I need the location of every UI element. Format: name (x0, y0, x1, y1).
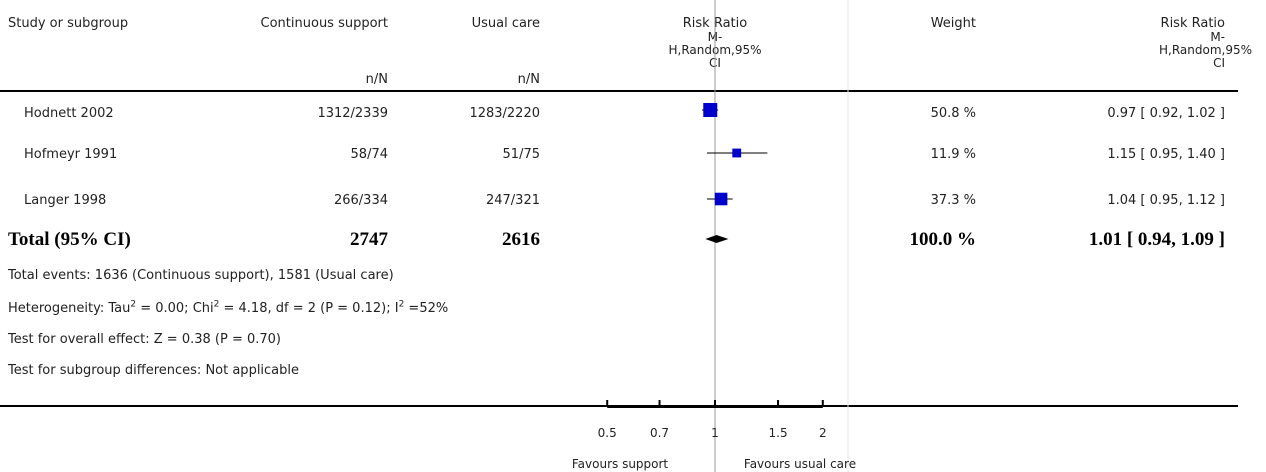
effect-marker (732, 148, 742, 158)
heterogeneity-note: Heterogeneity: Tau2 = 0.00; Chi2 = 4.18,… (8, 299, 449, 316)
study-name: Hofmeyr 1991 (24, 147, 118, 162)
x-tick-label: 2 (819, 426, 827, 440)
subgroup-note: Test for subgroup differences: Not appli… (8, 363, 300, 378)
total-label: Total (95% CI) (8, 229, 131, 250)
header-rr2-line3: H,Random,95% (1158, 43, 1252, 57)
study-n2: 51/75 (502, 147, 540, 162)
study-ci: 0.97 [ 0.92, 1.02 ] (1107, 106, 1225, 121)
header-rr2-line2: M- (1210, 30, 1225, 44)
header-nN2: n/N (517, 72, 540, 87)
total-diamond (705, 235, 729, 243)
effect-marker (703, 103, 718, 117)
x-tick-label: 0.7 (650, 426, 669, 440)
x-tick-label: 1.5 (769, 426, 788, 440)
study-ci: 1.04 [ 0.95, 1.12 ] (1107, 193, 1225, 208)
header-group1: Continuous support (260, 16, 388, 31)
study-ci: 1.15 [ 0.95, 1.40 ] (1107, 147, 1225, 162)
favours-right-label: Favours usual care (743, 457, 857, 471)
study-name: Langer 1998 (24, 193, 107, 208)
header-group2: Usual care (471, 16, 540, 31)
study-n1: 266/334 (333, 193, 388, 208)
overall-effect-note: Test for overall effect: Z = 0.38 (P = 0… (8, 332, 281, 347)
header-rr2-line4: CI (1213, 56, 1225, 70)
study-n2: 247/321 (485, 193, 540, 208)
effect-marker (714, 192, 728, 206)
study-n2: 1283/2220 (469, 106, 540, 121)
header-study: Study or subgroup (8, 16, 129, 31)
study-weight: 50.8 % (930, 106, 976, 121)
total-weight: 100.0 % (909, 229, 977, 250)
favours-left-label: Favours support (571, 457, 669, 471)
study-name: Hodnett 2002 (24, 106, 114, 121)
study-weight: 11.9 % (930, 147, 976, 162)
study-n1: 1312/2339 (317, 106, 388, 121)
header-weight: Weight (930, 16, 976, 31)
header-rule (0, 90, 1238, 92)
x-tick-label: 1 (711, 426, 719, 440)
study-n1: 58/74 (350, 147, 388, 162)
total-ci: 1.01 [ 0.94, 1.09 ] (1088, 229, 1225, 250)
total-n2: 2616 (502, 229, 540, 250)
header-nN1: n/N (365, 72, 388, 87)
x-tick-label: 0.5 (598, 426, 617, 440)
study-weight: 37.3 % (930, 193, 976, 208)
total-events-note: Total events: 1636 (Continuous support),… (8, 268, 394, 283)
header-rr2-title: Risk Ratio (1160, 16, 1225, 31)
total-n1: 2747 (350, 229, 388, 250)
